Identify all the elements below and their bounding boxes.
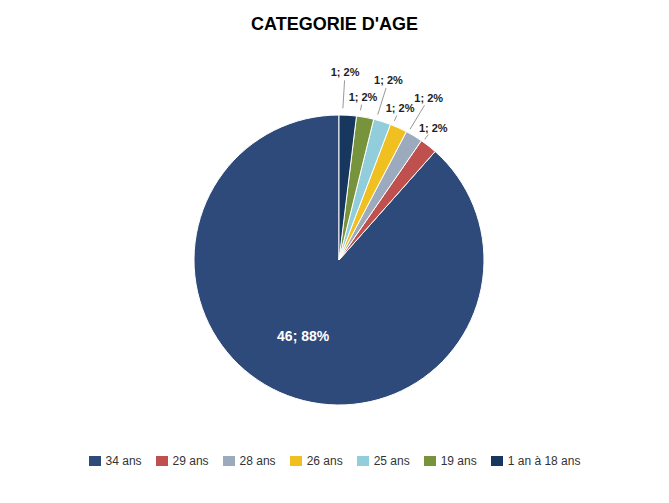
html-text:CATEGORIE D'AGE: CATEGORIE D'AGE <box>251 14 418 34</box>
svg-text:1; 2%: 1; 2% <box>386 102 415 114</box>
html-text:28 ans: 28 ans <box>239 454 276 468</box>
svg-text:1; 2%: 1; 2% <box>419 122 448 134</box>
svg-text:46; 88%: 46; 88% <box>277 328 330 344</box>
svg-text:1; 2%: 1; 2% <box>414 92 443 104</box>
html-text:26 ans: 26 ans <box>306 454 343 468</box>
html-text:19 ans: 19 ans <box>440 454 477 468</box>
html-text:29 ans: 29 ans <box>172 454 209 468</box>
svg-text:1; 2%: 1; 2% <box>349 91 378 103</box>
html-text:25 ans: 25 ans <box>373 454 410 468</box>
svg-text:1; 2%: 1; 2% <box>374 74 403 86</box>
html-text:34 ans: 34 ans <box>105 454 142 468</box>
svg-text:1; 2%: 1; 2% <box>331 66 360 78</box>
html-text:1 an à 18 ans: 1 an à 18 ans <box>507 454 581 468</box>
